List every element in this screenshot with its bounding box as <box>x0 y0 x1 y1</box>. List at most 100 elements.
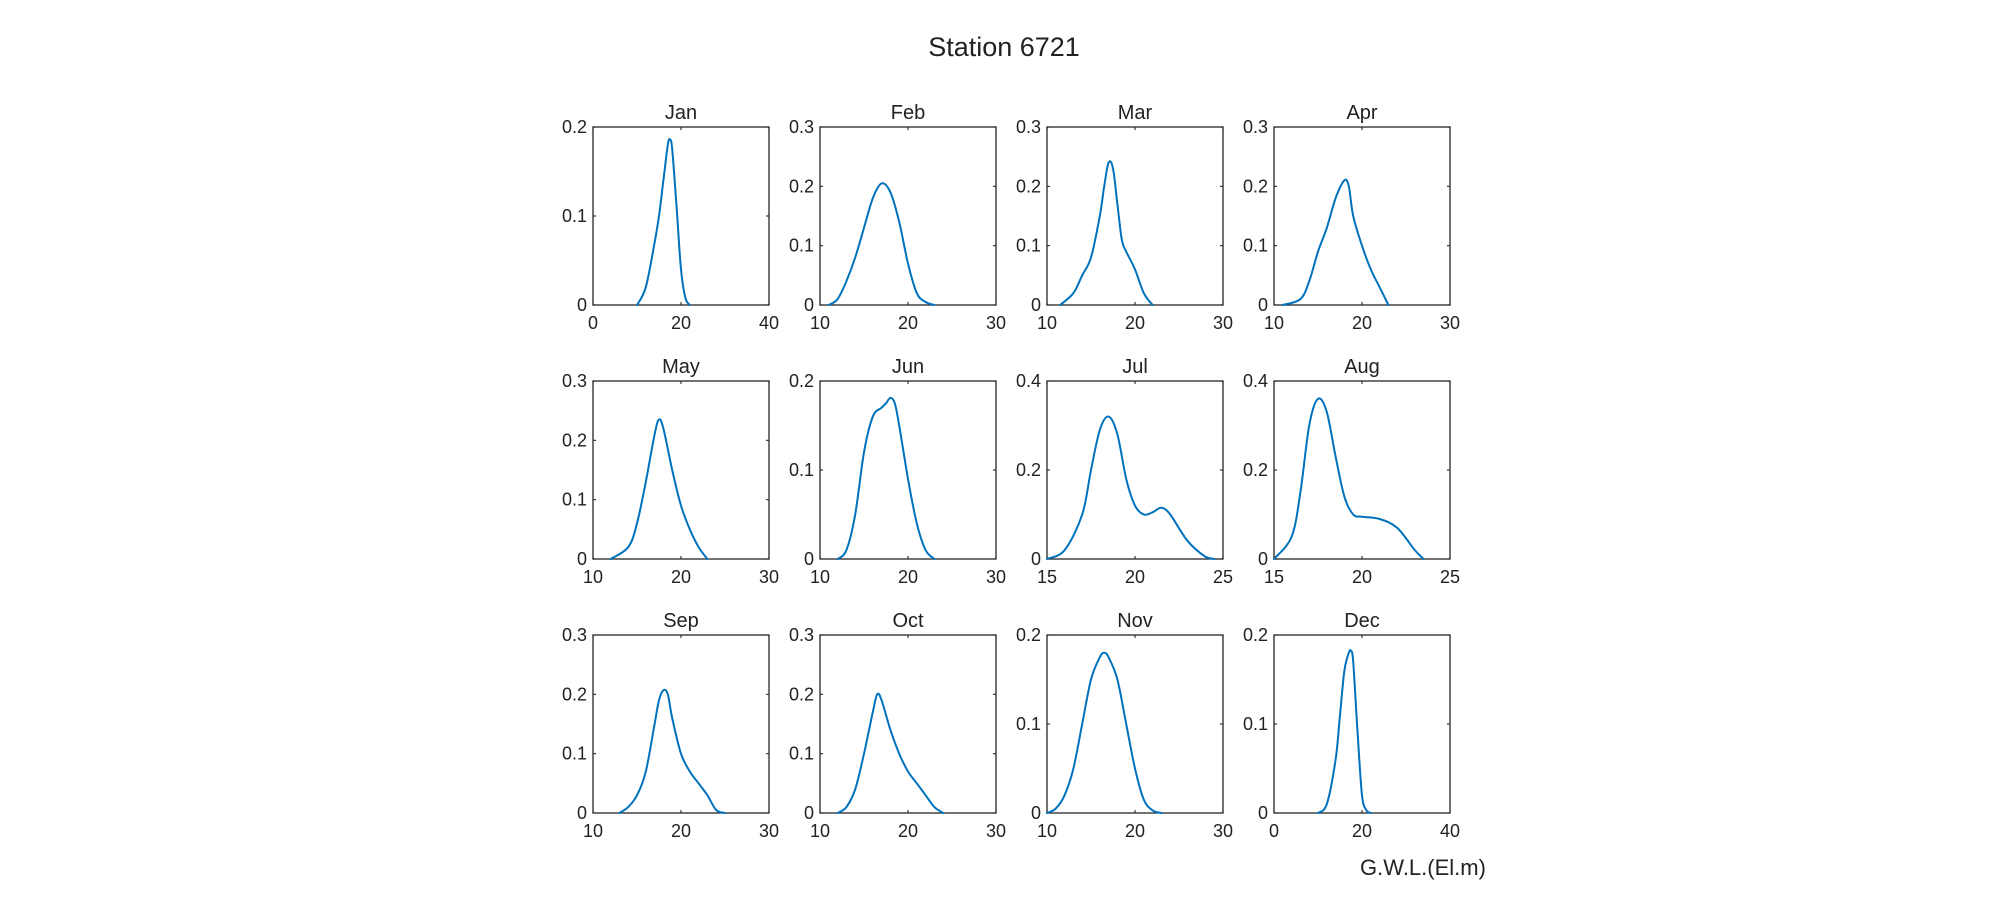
x-tick-label: 40 <box>1440 821 1460 841</box>
x-tick-label: 10 <box>583 567 603 587</box>
x-tick-label: 10 <box>583 821 603 841</box>
y-tick-label: 0.4 <box>1016 371 1041 391</box>
y-tick-label: 0.2 <box>1016 176 1041 196</box>
panel-axes-box <box>1046 126 1224 306</box>
density-curve-feb <box>827 182 936 306</box>
panel-mar: Mar 10 20 30 0 0.1 0.2 0.3 <box>1016 102 1233 333</box>
panel-apr: Apr 10 20 30 0 0.1 0.2 0.3 <box>1243 102 1460 333</box>
x-tick-label: 30 <box>986 313 1006 333</box>
panel-axes-box <box>819 380 997 560</box>
panel-title: Mar <box>1118 102 1153 124</box>
x-tick-label: 20 <box>1352 313 1372 333</box>
y-tick-label: 0.3 <box>1243 117 1268 137</box>
x-axis-label: G.W.L.(El.m) <box>1360 855 1486 880</box>
density-curve-mar <box>1059 160 1154 306</box>
y-tick-label: 0.1 <box>789 744 814 764</box>
x-tick-label: 30 <box>1213 821 1233 841</box>
x-tick-label: 30 <box>759 567 779 587</box>
density-curve-jul <box>1046 415 1216 560</box>
panel-title: Sep <box>663 610 699 632</box>
x-tick-label: 10 <box>810 821 830 841</box>
x-tick-label: 10 <box>1037 821 1057 841</box>
x-tick-label: 10 <box>810 313 830 333</box>
y-tick-label: 0 <box>577 803 587 823</box>
panel-oct: Oct 10 20 30 0 0.1 0.2 0.3 <box>789 610 1006 841</box>
y-tick-label: 0 <box>1031 803 1041 823</box>
panel-aug: Aug 15 20 25 0 0.2 0.4 <box>1243 356 1460 587</box>
panel-may: May 10 20 30 0 0.1 0.2 0.3 <box>562 356 779 587</box>
y-tick-label: 0.2 <box>1016 625 1041 645</box>
panel-title: Jan <box>665 102 697 124</box>
panel-axes-box <box>1046 380 1224 560</box>
panel-title: Nov <box>1117 610 1153 632</box>
x-tick-label: 30 <box>986 821 1006 841</box>
panel-axes-box <box>592 380 770 560</box>
panel-title: Dec <box>1344 610 1380 632</box>
x-tick-label: 20 <box>1125 567 1145 587</box>
panels-grid: Jan 0 20 40 0 0.1 0.2 Feb 10 20 30 0 0.1 0.2 0.3 Mar 10 2… <box>562 102 1460 841</box>
y-tick-label: 0 <box>1258 549 1268 569</box>
density-curve-may <box>609 418 709 560</box>
panel-title: Apr <box>1346 102 1377 124</box>
x-tick-label: 20 <box>671 821 691 841</box>
y-tick-label: 0.4 <box>1243 371 1268 391</box>
density-curve-nov <box>1046 651 1163 814</box>
panel-title: Jul <box>1122 356 1148 378</box>
x-tick-label: 15 <box>1264 567 1284 587</box>
y-tick-label: 0.1 <box>789 460 814 480</box>
y-tick-label: 0.2 <box>562 684 587 704</box>
x-tick-label: 25 <box>1213 567 1233 587</box>
panel-title: Feb <box>891 102 925 124</box>
x-tick-label: 20 <box>898 821 918 841</box>
x-tick-label: 40 <box>759 313 779 333</box>
y-tick-label: 0 <box>577 295 587 315</box>
y-tick-label: 0 <box>1031 295 1041 315</box>
y-tick-label: 0.2 <box>562 430 587 450</box>
density-curve-apr <box>1281 178 1390 306</box>
panel-jun: Jun 10 20 30 0 0.1 0.2 <box>789 356 1006 587</box>
density-curve-aug <box>1273 397 1425 560</box>
y-tick-label: 0.3 <box>562 625 587 645</box>
x-tick-label: 30 <box>759 821 779 841</box>
panel-nov: Nov 10 20 30 0 0.1 0.2 <box>1016 610 1233 841</box>
y-tick-label: 0 <box>804 803 814 823</box>
y-tick-label: 0.2 <box>1243 625 1268 645</box>
y-tick-label: 0.1 <box>562 490 587 510</box>
x-tick-label: 30 <box>1440 313 1460 333</box>
panel-jul: Jul 15 20 25 0 0.2 0.4 <box>1016 356 1233 587</box>
panel-axes-box <box>819 634 997 814</box>
x-tick-label: 10 <box>1264 313 1284 333</box>
y-tick-label: 0.1 <box>1243 236 1268 256</box>
panel-axes-box <box>592 634 770 814</box>
y-tick-label: 0.1 <box>1243 714 1268 734</box>
panel-axes-box <box>1273 126 1451 306</box>
y-tick-label: 0.1 <box>1016 236 1041 256</box>
y-tick-label: 0.1 <box>1016 714 1041 734</box>
y-tick-label: 0.2 <box>1243 176 1268 196</box>
x-tick-label: 0 <box>588 313 598 333</box>
y-tick-label: 0.2 <box>789 371 814 391</box>
x-tick-label: 20 <box>671 313 691 333</box>
figure-title: Station 6721 <box>928 32 1080 62</box>
panel-feb: Feb 10 20 30 0 0.1 0.2 0.3 <box>789 102 1006 333</box>
x-tick-label: 20 <box>1352 567 1372 587</box>
y-tick-label: 0.3 <box>789 625 814 645</box>
y-tick-label: 0 <box>804 295 814 315</box>
y-tick-label: 0.2 <box>789 176 814 196</box>
y-tick-label: 0.1 <box>562 744 587 764</box>
panel-title: Aug <box>1344 356 1380 378</box>
x-tick-label: 30 <box>986 567 1006 587</box>
x-tick-label: 20 <box>1352 821 1372 841</box>
panel-title: May <box>662 356 700 378</box>
y-tick-label: 0 <box>1258 295 1268 315</box>
density-curve-sep <box>618 688 726 814</box>
panel-dec: Dec 0 20 40 0 0.1 0.2 <box>1243 610 1460 841</box>
y-tick-label: 0.2 <box>1016 460 1041 480</box>
density-curve-jan <box>636 138 691 306</box>
panel-sep: Sep 10 20 30 0 0.1 0.2 0.3 <box>562 610 779 841</box>
density-curve-dec <box>1317 649 1372 814</box>
x-tick-label: 10 <box>810 567 830 587</box>
x-tick-label: 20 <box>1125 821 1145 841</box>
y-tick-label: 0 <box>577 549 587 569</box>
